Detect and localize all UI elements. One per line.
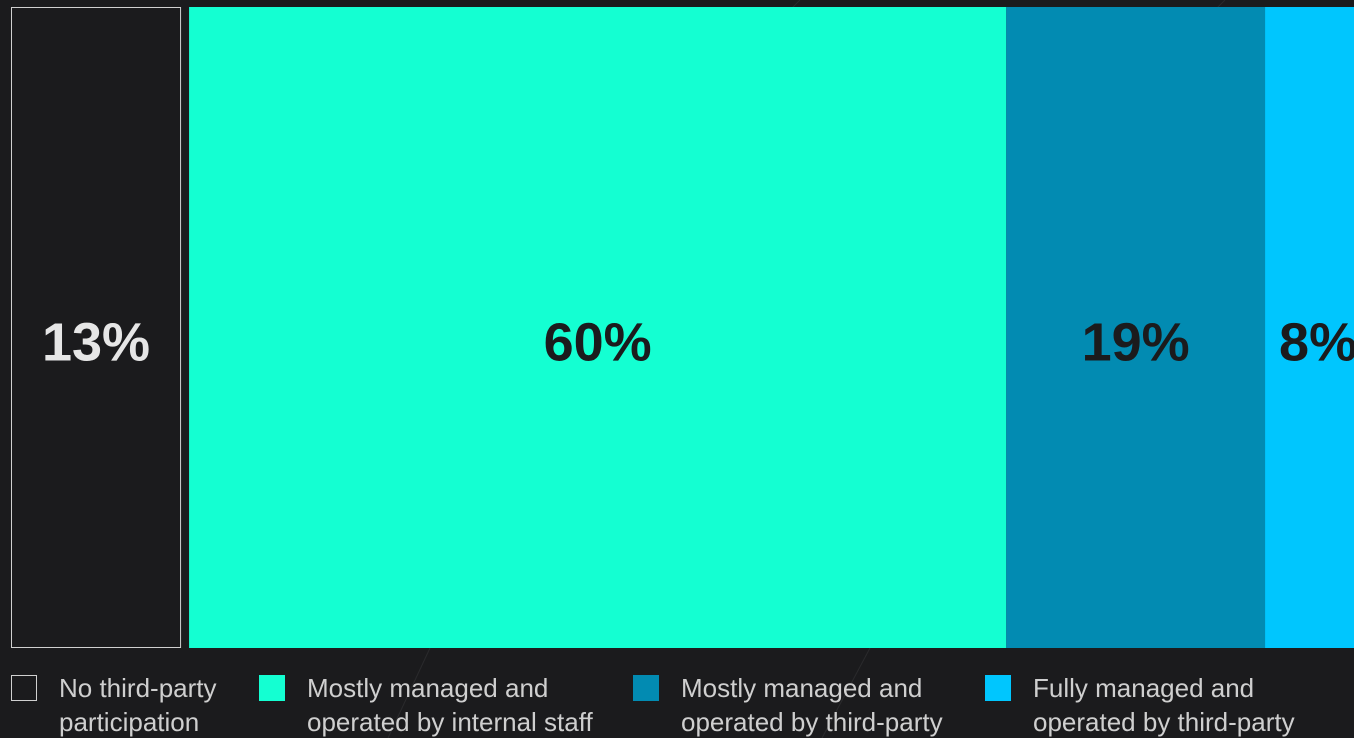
data-label-2: 60% [544, 312, 652, 372]
bar-segment-2 [189, 7, 1007, 648]
bar-segment-1 [11, 7, 182, 648]
legend-label-line2: operated by third-party [681, 707, 943, 737]
bar-segments [11, 7, 1354, 648]
legend-item-4: Fully managed and operated by third-party [985, 673, 1295, 737]
legend-label-line1: Mostly managed and [681, 673, 922, 703]
legend-swatch-2 [259, 675, 285, 701]
legend-label-line2: participation [59, 707, 199, 737]
bar-segment-3 [1006, 7, 1266, 648]
legend-label-line1: Mostly managed and [307, 673, 548, 703]
legend-item-1: No third-party participation [11, 673, 217, 737]
data-label-1: 13% [42, 312, 150, 372]
legend-label-line2: operated by internal staff [307, 707, 593, 737]
legend-item-2: Mostly managed and operated by internal s… [259, 673, 593, 737]
data-labels: 13% 60% 19% 8% [42, 312, 1354, 372]
legend-swatch-4 [985, 675, 1011, 701]
data-label-3: 19% [1082, 312, 1190, 372]
legend-label-line2: operated by third-party [1033, 707, 1295, 737]
legend: No third-party participation Mostly manage… [11, 673, 1295, 737]
legend-label-line1: Fully managed and [1033, 673, 1254, 703]
bar-segment-4 [1265, 7, 1354, 648]
legend-swatch-3 [633, 675, 659, 701]
legend-swatch-1 [11, 675, 37, 701]
data-label-4: 8% [1279, 312, 1354, 372]
decorative-lines [387, 0, 1226, 738]
legend-item-3: Mostly managed and operated by third-part… [633, 673, 943, 737]
legend-label-line1: No third-party [59, 673, 217, 703]
